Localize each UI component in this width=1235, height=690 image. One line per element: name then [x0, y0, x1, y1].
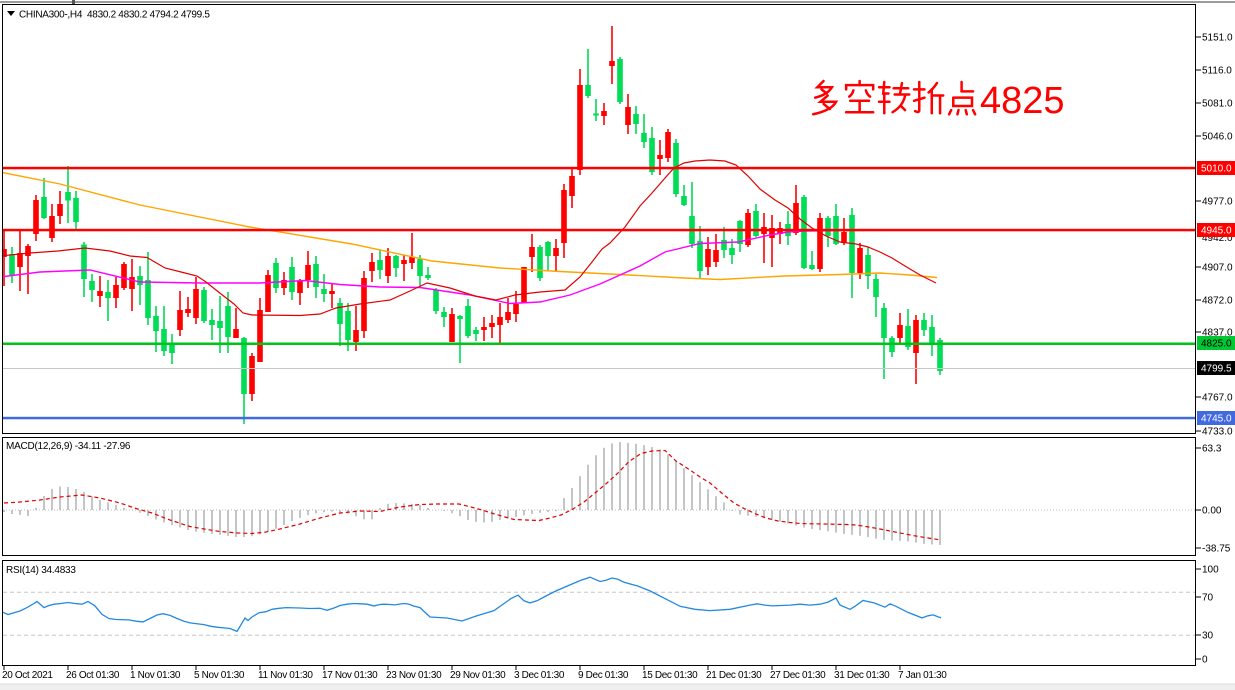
svg-text:4942.0: 4942.0: [1202, 233, 1233, 244]
svg-text:4733.0: 4733.0: [1202, 427, 1233, 438]
svg-text:4907.0: 4907.0: [1202, 263, 1233, 274]
svg-text:4837.0: 4837.0: [1202, 328, 1233, 339]
svg-text:17 Nov 01:30: 17 Nov 01:30: [322, 670, 378, 681]
svg-text:23 Nov 01:30: 23 Nov 01:30: [386, 670, 442, 681]
svg-text:15 Dec 01:30: 15 Dec 01:30: [642, 670, 698, 681]
svg-text:21 Dec 01:30: 21 Dec 01:30: [706, 670, 762, 681]
svg-text:4767.0: 4767.0: [1202, 393, 1233, 404]
svg-text:4799.5: 4799.5: [1201, 364, 1232, 375]
svg-text:5010.0: 5010.0: [1201, 164, 1232, 175]
svg-text:4825.0: 4825.0: [1201, 339, 1232, 350]
svg-text:26 Oct 01:30: 26 Oct 01:30: [66, 670, 120, 681]
svg-text:9 Dec 01:30: 9 Dec 01:30: [578, 670, 629, 681]
svg-text:0.00: 0.00: [1202, 506, 1222, 517]
svg-text:20 Oct 2021: 20 Oct 2021: [2, 670, 53, 681]
svg-text:-38.75: -38.75: [1202, 544, 1231, 555]
svg-text:1 Nov 01:30: 1 Nov 01:30: [130, 670, 181, 681]
svg-text:3 Dec 01:30: 3 Dec 01:30: [514, 670, 565, 681]
svg-text:4745.0: 4745.0: [1201, 414, 1232, 425]
svg-text:31 Dec 01:30: 31 Dec 01:30: [834, 670, 890, 681]
svg-text:7 Jan 01:30: 7 Jan 01:30: [898, 670, 947, 681]
svg-text:0: 0: [1202, 655, 1208, 666]
svg-text:MACD(12,26,9) -34.11 -27.96: MACD(12,26,9) -34.11 -27.96: [6, 441, 131, 452]
svg-text:100: 100: [1202, 565, 1219, 576]
svg-text:CHINA300-,H4 4830.2 4830.2 47: CHINA300-,H4 4830.2 4830.2 4794.2 4799.5: [19, 10, 210, 21]
svg-text:29 Nov 01:30: 29 Nov 01:30: [450, 670, 506, 681]
svg-text:70: 70: [1202, 593, 1214, 604]
svg-text:5116.0: 5116.0: [1202, 66, 1232, 77]
svg-text:30: 30: [1202, 631, 1214, 642]
svg-text:5 Nov 01:30: 5 Nov 01:30: [194, 670, 245, 681]
svg-text:4872.0: 4872.0: [1202, 296, 1233, 307]
svg-text:11 Nov 01:30: 11 Nov 01:30: [258, 670, 313, 681]
svg-text:27 Dec 01:30: 27 Dec 01:30: [770, 670, 826, 681]
svg-text:5046.0: 5046.0: [1202, 132, 1233, 143]
svg-text:63.3: 63.3: [1202, 444, 1222, 455]
svg-text:5081.0: 5081.0: [1202, 99, 1233, 110]
svg-text:4945.0: 4945.0: [1201, 226, 1232, 237]
svg-text:4977.0: 4977.0: [1202, 197, 1233, 208]
svg-text:RSI(14) 34.4833: RSI(14) 34.4833: [6, 565, 76, 576]
svg-text:4825: 4825: [980, 80, 1065, 122]
svg-text:5151.0: 5151.0: [1202, 33, 1233, 44]
